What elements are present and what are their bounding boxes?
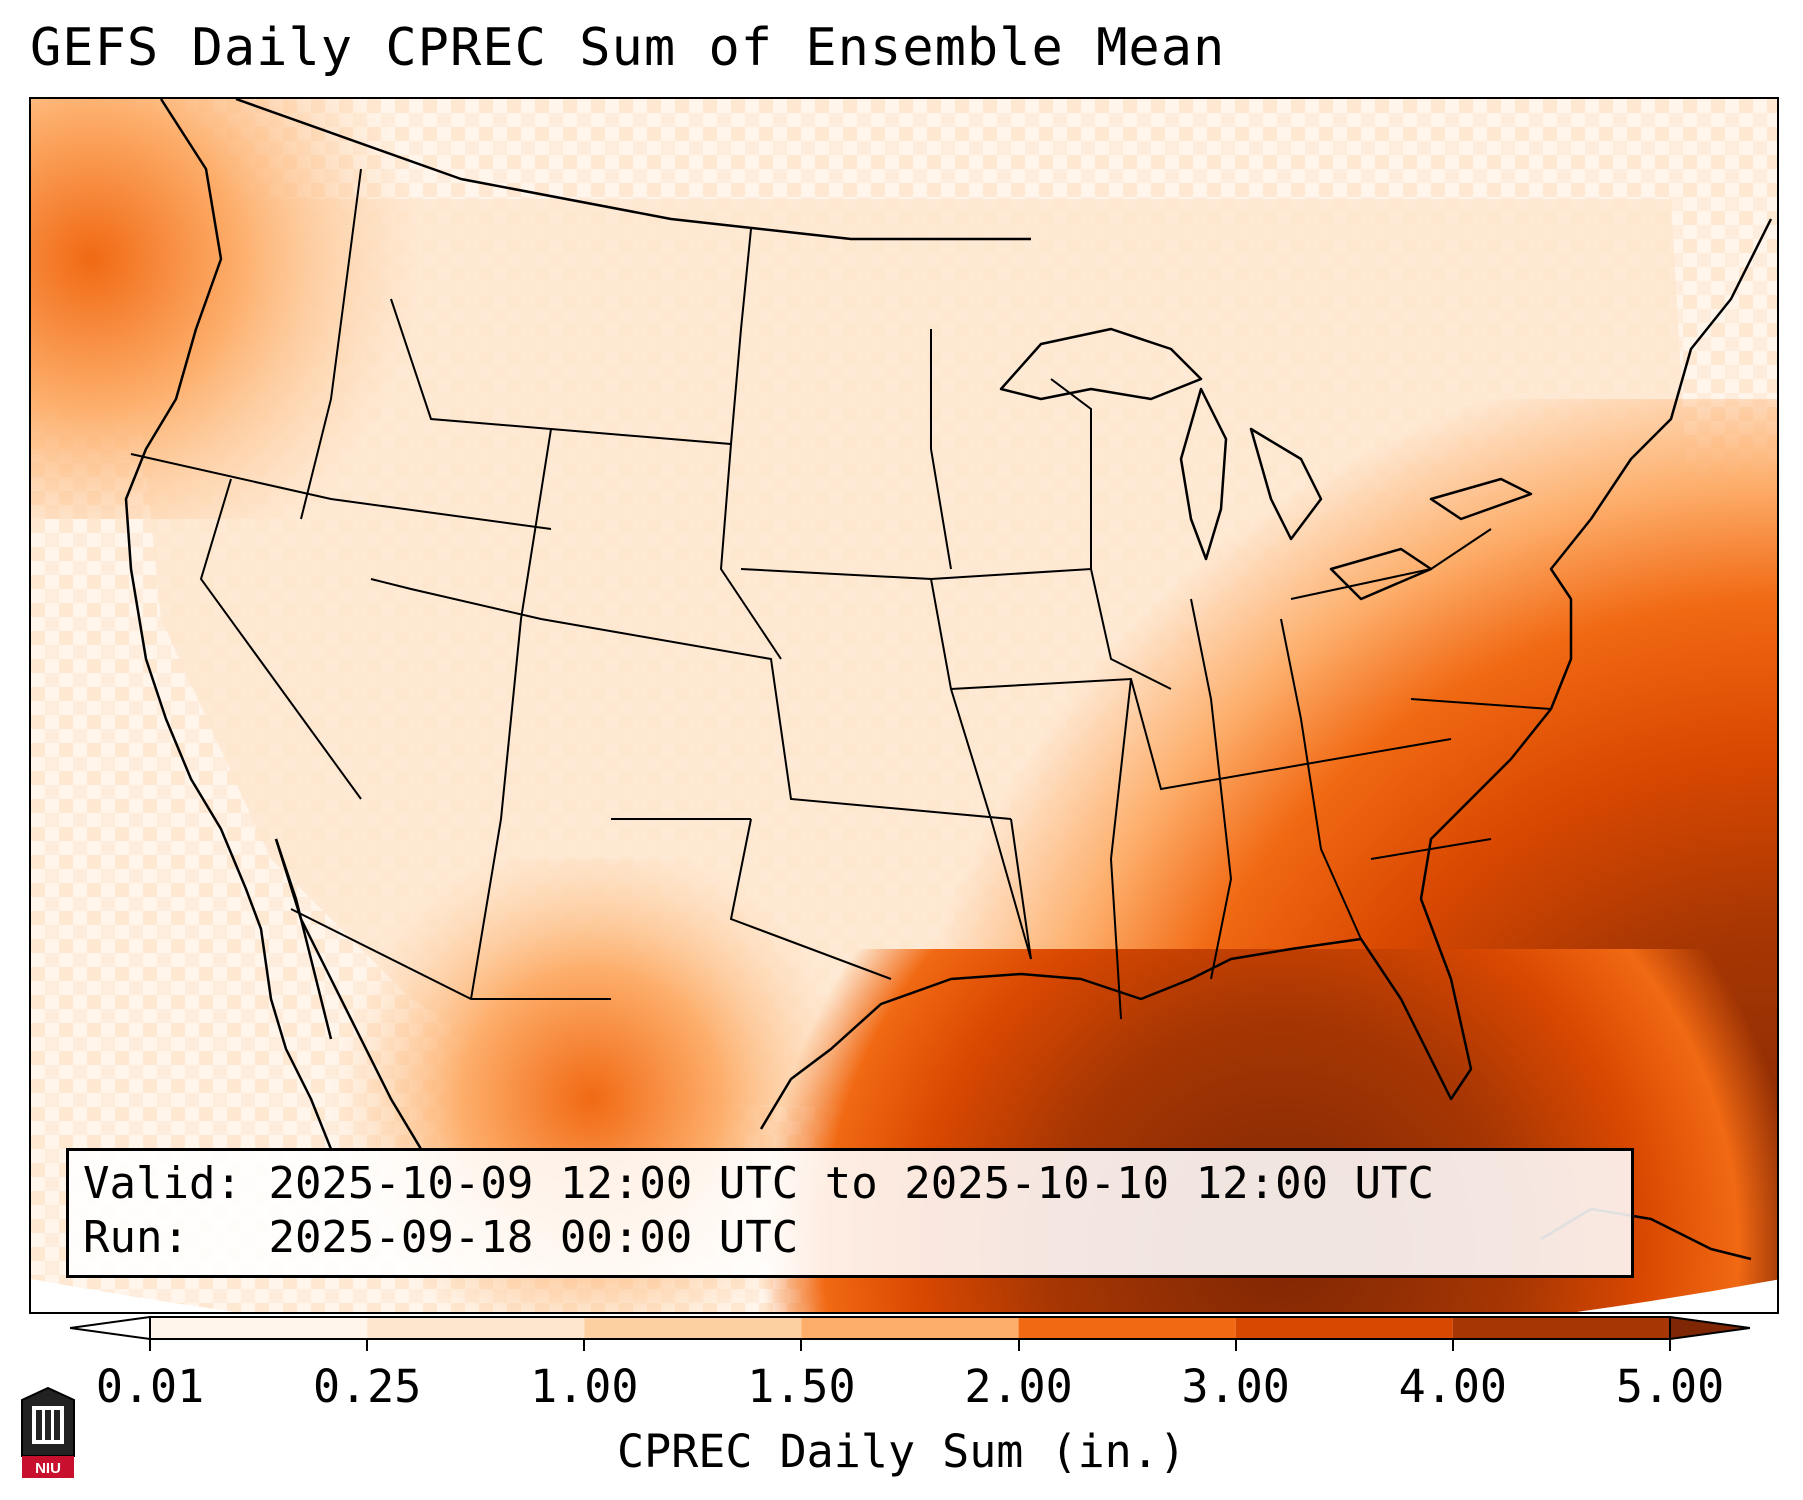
colorbar-tick-mark (583, 1339, 586, 1351)
colorbar-tick-label: 1.00 (530, 1360, 639, 1413)
precip-map[interactable]: Valid: 2025-10-09 12:00 UTC to 2025-10-1… (29, 97, 1779, 1314)
colorbar-tick-mark (1234, 1339, 1237, 1351)
colorbar-tick-label: 3.00 (1181, 1360, 1290, 1413)
svg-text:NIU: NIU (35, 1460, 61, 1477)
coastlines (124, 99, 1773, 1261)
colorbar-swatches (70, 1315, 1750, 1341)
colorbar (70, 1315, 1750, 1341)
colorbar-tick-label: 5.00 (1615, 1360, 1725, 1413)
colorbar-swatch (801, 1317, 1019, 1339)
colorbar-tick-mark (1451, 1339, 1454, 1351)
run-label: Run: (83, 1212, 189, 1263)
colorbar-tick-mark (800, 1339, 803, 1351)
colorbar-tick-label: 0.01 (95, 1360, 205, 1413)
colorbar-swatch (367, 1317, 585, 1339)
valid-value: 2025-10-09 12:00 UTC to 2025-10-10 12:00… (268, 1158, 1435, 1209)
colorbar-label: CPREC Daily Sum (in.) (617, 1425, 1186, 1478)
valid-row: Valid: 2025-10-09 12:00 UTC to 2025-10-1… (83, 1157, 1617, 1211)
valid-label: Valid: (83, 1158, 242, 1209)
colorbar-tick-label: 2.00 (964, 1360, 1073, 1413)
colorbar-swatch (1235, 1317, 1453, 1339)
colorbar-tick-mark (1017, 1339, 1020, 1351)
map-canvas (31, 99, 1777, 1312)
colorbar-swatch (150, 1317, 368, 1339)
colorbar-tick-label: 1.50 (747, 1360, 856, 1413)
colorbar-over-arrow (1669, 1315, 1750, 1341)
run-value: 2025-09-18 00:00 UTC (268, 1212, 799, 1263)
colorbar-swatch (1452, 1317, 1670, 1339)
colorbar-tick-mark (1669, 1339, 1671, 1351)
colorbar-under-arrow (70, 1315, 151, 1341)
colorbar-tick-label: 4.00 (1398, 1360, 1508, 1413)
valid-run-box: Valid: 2025-10-09 12:00 UTC to 2025-10-1… (66, 1148, 1634, 1278)
colorbar-tick-label: 0.25 (312, 1360, 422, 1413)
state-borders (130, 168, 1552, 1020)
colorbar-tick-mark (149, 1339, 151, 1351)
map-title: GEFS Daily CPREC Sum of Ensemble Mean (30, 18, 1226, 78)
colorbar-swatch (1018, 1317, 1236, 1339)
colorbar-tick-mark (366, 1339, 369, 1351)
niu-logo-icon: NIU (18, 1386, 78, 1480)
run-row: Run: 2025-09-18 00:00 UTC (83, 1211, 1617, 1265)
colorbar-outline (149, 1316, 1671, 1340)
colorbar-swatch (584, 1317, 802, 1339)
